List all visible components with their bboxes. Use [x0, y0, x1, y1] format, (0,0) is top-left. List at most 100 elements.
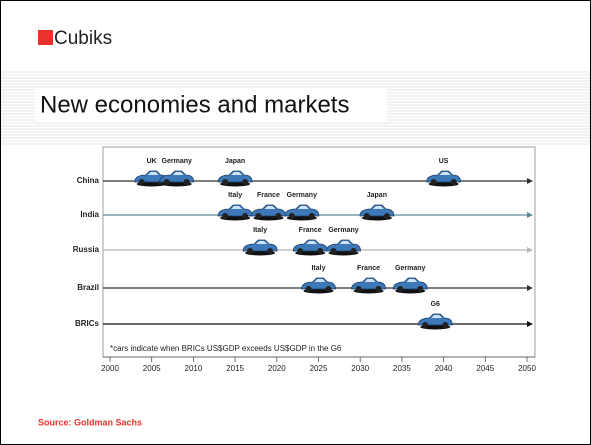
car [159, 170, 195, 187]
row-label: BRICs [75, 319, 100, 328]
car-body [159, 170, 195, 183]
car [284, 204, 320, 221]
x-tick-label: 2040 [435, 364, 453, 373]
car-window [439, 172, 451, 175]
car-wheel [288, 213, 295, 219]
row-arrow [527, 178, 533, 184]
car-body [217, 170, 253, 183]
car-window [231, 172, 243, 175]
car-wheel [350, 248, 357, 254]
event-label: Italy [228, 192, 242, 199]
car-body [359, 204, 395, 217]
car-window [264, 206, 276, 209]
car-wheel [383, 213, 390, 219]
source: Source: Goldman Sachs [38, 417, 142, 427]
row-arrow [527, 285, 533, 291]
car-window [314, 279, 326, 282]
car-body [251, 204, 286, 217]
x-tick-label: 2000 [101, 364, 119, 373]
car-window [172, 172, 184, 175]
car [301, 277, 336, 294]
event-label: Germany [287, 192, 317, 199]
car [417, 313, 453, 330]
car-wheel [422, 322, 429, 328]
logo-mark [38, 30, 53, 45]
car-wheel [275, 213, 282, 219]
event-label: Japan [225, 158, 245, 165]
car-wheel [450, 179, 457, 185]
x-tick-label: 2050 [518, 364, 536, 373]
x-tick-label: 2015 [226, 364, 244, 373]
x-tick-label: 2020 [268, 364, 286, 373]
car-window [147, 172, 159, 175]
car-wheel [430, 179, 437, 185]
event-label: Germany [328, 227, 358, 234]
car-wheel [442, 322, 449, 328]
car-wheel [355, 286, 362, 292]
logo: Cubiks [54, 28, 112, 49]
car-body [351, 277, 386, 290]
car-body [326, 239, 361, 252]
car [426, 170, 462, 187]
car [217, 204, 253, 221]
car [351, 277, 386, 294]
car-wheel [375, 286, 382, 292]
event-label: France [257, 192, 280, 199]
event-label: France [299, 227, 322, 234]
car-body [242, 239, 278, 252]
car-wheel [317, 248, 324, 254]
car [251, 204, 286, 221]
car-wheel [325, 286, 332, 292]
x-tick-label: 2025 [310, 364, 328, 373]
event-label: Italy [311, 265, 325, 272]
x-tick-label: 2045 [476, 364, 494, 373]
car-body [292, 239, 328, 252]
x-tick-label: 2005 [143, 364, 161, 373]
car-wheel [297, 248, 304, 254]
car [392, 277, 428, 294]
event-label: UK [147, 158, 157, 165]
row-arrow [527, 321, 533, 327]
car [242, 239, 278, 256]
car-body [392, 277, 428, 290]
car-wheel [267, 248, 274, 254]
event-label: G6 [431, 301, 440, 308]
car-window [306, 241, 318, 244]
car-window [406, 279, 418, 282]
row-arrow [527, 212, 533, 218]
car-body [417, 313, 453, 326]
event-label: Italy [253, 227, 267, 234]
car-wheel [222, 179, 229, 185]
car-body [426, 170, 462, 183]
car-window [339, 241, 351, 244]
car-wheel [305, 286, 312, 292]
car-body [217, 204, 253, 217]
event-label: France [357, 265, 380, 272]
event-label: US [439, 158, 449, 165]
car-wheel [330, 248, 337, 254]
slide-title: New economies and markets [40, 91, 349, 118]
car-wheel [222, 213, 229, 219]
car [326, 239, 361, 256]
car-window [231, 206, 243, 209]
car-wheel [242, 179, 249, 185]
car-wheel [163, 179, 170, 185]
car-wheel [308, 213, 315, 219]
car-window [431, 315, 443, 318]
row-label: Brazil [77, 283, 99, 292]
car-wheel [242, 213, 249, 219]
car-body [284, 204, 320, 217]
car-window [364, 279, 376, 282]
car-wheel [247, 248, 254, 254]
car [292, 239, 328, 256]
car-wheel [363, 213, 370, 219]
x-tick-label: 2030 [351, 364, 369, 373]
event-label: Germany [395, 265, 425, 272]
title-backing [35, 88, 387, 122]
event-label: Germany [162, 158, 192, 165]
car-window [372, 206, 384, 209]
car-wheel [183, 179, 190, 185]
x-tick-label: 2035 [393, 364, 411, 373]
event-label: Japan [367, 192, 387, 199]
